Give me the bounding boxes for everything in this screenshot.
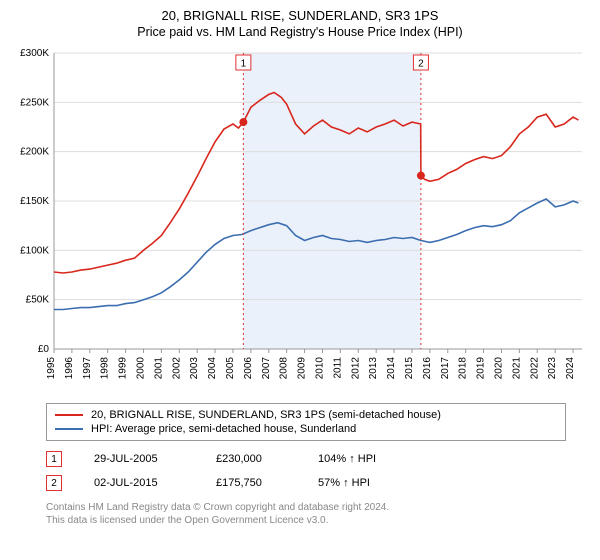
svg-text:£200K: £200K: [20, 147, 49, 158]
marker-price: £230,000: [216, 453, 286, 465]
svg-text:£100K: £100K: [20, 245, 49, 256]
svg-text:2011: 2011: [332, 357, 343, 379]
svg-text:1: 1: [241, 58, 247, 69]
svg-text:2016: 2016: [422, 357, 433, 380]
marker-number-box: 2: [46, 475, 62, 491]
legend-item: 20, BRIGNALL RISE, SUNDERLAND, SR3 1PS (…: [55, 408, 557, 422]
marker-date: 29-JUL-2005: [94, 453, 184, 465]
svg-text:2018: 2018: [458, 357, 469, 380]
svg-text:2007: 2007: [261, 357, 272, 380]
marker-price: £175,750: [216, 477, 286, 489]
svg-text:2015: 2015: [404, 357, 415, 380]
svg-text:1995: 1995: [46, 357, 57, 380]
marker-date: 02-JUL-2015: [94, 477, 184, 489]
footer-line-2: This data is licensed under the Open Gov…: [46, 514, 588, 527]
svg-text:2002: 2002: [171, 357, 182, 380]
marker-row: 2 02-JUL-2015 £175,750 57% ↑ HPI: [46, 471, 588, 495]
svg-text:2010: 2010: [314, 357, 325, 380]
svg-text:2006: 2006: [243, 357, 254, 380]
marker-hpi: 57% ↑ HPI: [318, 477, 398, 489]
svg-text:1999: 1999: [118, 357, 129, 380]
svg-text:2003: 2003: [189, 357, 200, 380]
svg-text:1996: 1996: [64, 357, 75, 380]
svg-text:£0: £0: [38, 344, 50, 355]
svg-text:2017: 2017: [440, 357, 451, 380]
svg-text:2020: 2020: [493, 357, 504, 380]
svg-text:£250K: £250K: [20, 97, 49, 108]
legend-swatch: [55, 414, 83, 416]
legend-label: HPI: Average price, semi-detached house,…: [91, 423, 356, 435]
marker-table: 1 29-JUL-2005 £230,000 104% ↑ HPI 2 02-JUL-20…: [46, 447, 588, 495]
legend-swatch: [55, 428, 83, 430]
svg-text:£50K: £50K: [26, 295, 50, 306]
svg-text:1997: 1997: [82, 357, 93, 380]
svg-text:2: 2: [418, 58, 424, 69]
chart-subtitle: Price paid vs. HM Land Registry's House …: [12, 25, 588, 39]
svg-text:2008: 2008: [279, 357, 290, 380]
svg-text:£300K: £300K: [20, 48, 49, 59]
svg-text:2023: 2023: [547, 357, 558, 380]
svg-text:2013: 2013: [368, 357, 379, 380]
legend-box: 20, BRIGNALL RISE, SUNDERLAND, SR3 1PS (…: [46, 403, 566, 441]
chart-container: 20, BRIGNALL RISE, SUNDERLAND, SR3 1PS P…: [0, 0, 600, 531]
marker-hpi: 104% ↑ HPI: [318, 453, 398, 465]
footer-line-1: Contains HM Land Registry data © Crown c…: [46, 501, 588, 514]
svg-text:2012: 2012: [350, 357, 361, 380]
chart-svg: £0 £50K £100K £150K £200K £250K £300K 1995 1996 1…: [12, 45, 588, 395]
svg-text:2009: 2009: [297, 357, 308, 380]
footer-attribution: Contains HM Land Registry data © Crown c…: [46, 501, 588, 527]
legend-item: HPI: Average price, semi-detached house,…: [55, 422, 557, 436]
svg-text:2014: 2014: [386, 357, 397, 380]
svg-text:2024: 2024: [565, 357, 576, 380]
svg-text:£150K: £150K: [20, 196, 49, 207]
marker-number-box: 1: [46, 451, 62, 467]
svg-text:2022: 2022: [529, 357, 540, 380]
svg-text:2004: 2004: [207, 357, 218, 380]
svg-text:2000: 2000: [135, 357, 146, 380]
svg-text:1998: 1998: [100, 357, 111, 380]
svg-text:2019: 2019: [476, 357, 487, 380]
svg-text:2005: 2005: [225, 357, 236, 380]
svg-text:2001: 2001: [153, 357, 164, 380]
marker-row: 1 29-JUL-2005 £230,000 104% ↑ HPI: [46, 447, 588, 471]
svg-text:2021: 2021: [511, 357, 522, 380]
chart-title: 20, BRIGNALL RISE, SUNDERLAND, SR3 1PS: [12, 8, 588, 23]
legend-label: 20, BRIGNALL RISE, SUNDERLAND, SR3 1PS (…: [91, 409, 441, 421]
chart-plot-area: £0 £50K £100K £150K £200K £250K £300K 1995 1996 1…: [12, 45, 588, 395]
